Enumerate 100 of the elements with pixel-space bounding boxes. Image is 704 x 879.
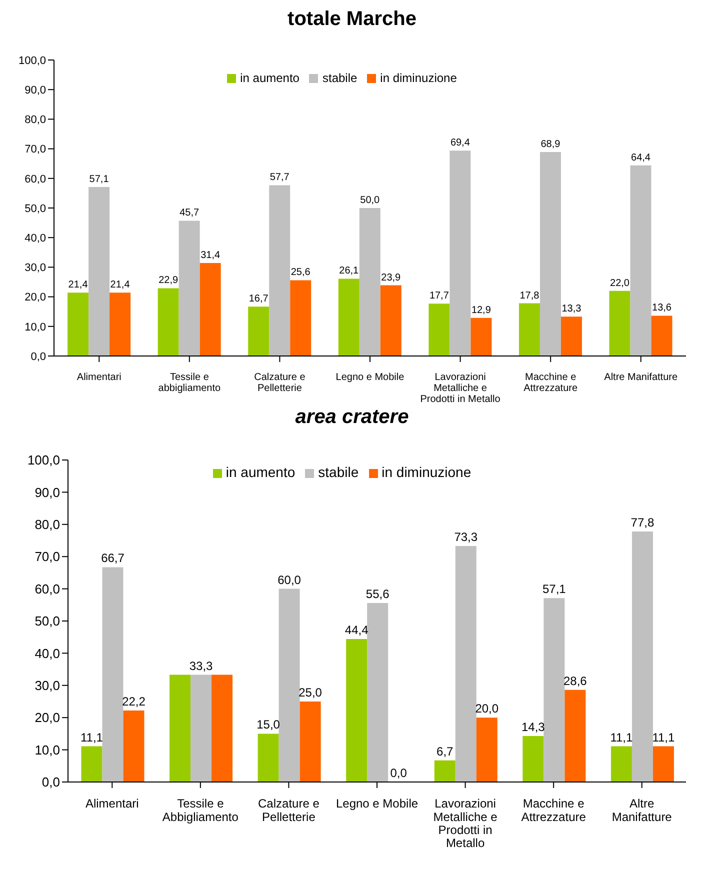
bar	[564, 690, 586, 782]
bar	[212, 674, 233, 782]
data-label: 25,0	[298, 686, 322, 700]
x-tick-label: Legno e Mobile	[336, 796, 418, 811]
x-tick-label: Legno e Mobile	[336, 372, 405, 383]
y-tick-label: 30,0	[24, 262, 46, 274]
data-label: 77,8	[630, 515, 654, 530]
bar	[278, 588, 300, 782]
bar	[170, 674, 191, 782]
x-tick-label: Calzature e Pelletterie	[254, 372, 306, 394]
data-label: 12,9	[471, 304, 492, 316]
bar	[190, 674, 212, 782]
data-label: 28,6	[563, 674, 588, 688]
chart-title: area cratere	[294, 406, 410, 430]
data-label: 64,4	[631, 152, 651, 164]
data-label: 14,3	[521, 720, 546, 734]
legend-label: in aumento	[240, 71, 300, 85]
data-label: 25,6	[290, 267, 311, 278]
data-label: 21,4	[68, 280, 88, 291]
bar	[158, 288, 179, 356]
data-label: 55,6	[366, 586, 390, 601]
bar	[428, 304, 450, 356]
bar	[102, 567, 124, 782]
bar	[359, 208, 380, 356]
bar	[450, 150, 471, 356]
data-label: 57,7	[270, 172, 290, 184]
data-label: 15,0	[256, 718, 280, 732]
data-label: 26,1	[339, 266, 360, 277]
data-label: 57,1	[542, 582, 566, 596]
bar	[81, 746, 102, 782]
x-tick-label: Lavorazioni Metalliche e Prodotti in Metallo	[420, 372, 501, 405]
x-tick-label: Macchine e Attrezzature	[524, 372, 578, 394]
y-tick-label: 70,0	[34, 549, 60, 564]
x-tick-label: Calzature e Pelletterie	[258, 796, 320, 824]
bar	[346, 639, 368, 782]
bar	[123, 710, 144, 782]
y-tick-label: 10,0	[34, 742, 60, 758]
data-label: 31,4	[200, 250, 220, 262]
bar	[110, 292, 131, 356]
bar	[258, 734, 279, 782]
bar	[434, 760, 456, 782]
x-tick-label: Altre Manifatture	[612, 796, 672, 824]
data-label: 68,9	[540, 139, 561, 150]
x-tick-label: Macchine e Attrezzature	[521, 796, 586, 824]
y-tick-label: 60,0	[24, 173, 46, 186]
x-tick-label: Alimentari	[76, 372, 122, 383]
legend-label: in aumento	[226, 464, 296, 480]
bar	[380, 285, 402, 356]
bar	[610, 746, 632, 782]
data-label: 17,8	[520, 290, 540, 302]
bar	[632, 531, 653, 782]
data-label: 16,7	[248, 294, 269, 305]
chart-title: totale Marche	[286, 8, 418, 32]
y-tick-label: 10,0	[24, 321, 46, 334]
bar	[455, 546, 476, 782]
data-label: 11,1	[610, 730, 634, 744]
data-label: 11,1	[80, 730, 104, 744]
y-tick-label: 90,0	[24, 84, 46, 97]
y-tick-label: 30,0	[34, 678, 60, 694]
data-label: 20,0	[475, 702, 499, 716]
y-tick-label: 90,0	[34, 484, 60, 500]
y-tick-label: 20,0	[34, 710, 60, 726]
y-tick-label: 60,0	[34, 581, 60, 596]
y-tick-label: 0,0	[42, 774, 60, 790]
legend-label: in diminuzione	[382, 464, 472, 480]
bar	[476, 718, 498, 782]
y-tick-label: 20,0	[24, 292, 46, 304]
x-tick-label: Tessile e abbigliamento	[158, 372, 221, 394]
y-tick-label: 50,0	[34, 614, 60, 629]
y-tick-label: 70,0	[24, 144, 46, 156]
data-label: 22,9	[158, 275, 178, 286]
bar	[248, 306, 270, 356]
bar	[470, 318, 492, 356]
bar	[609, 290, 630, 356]
x-tick-label: Altre Manifatture	[604, 372, 678, 383]
y-tick-label: 100,0	[18, 54, 46, 67]
y-tick-label: 80,0	[34, 517, 60, 532]
bar	[651, 316, 672, 356]
data-label: 13,3	[562, 304, 582, 315]
x-tick-label: Alimentari	[85, 796, 139, 811]
bar	[200, 263, 221, 356]
data-label: 73,3	[454, 530, 478, 544]
y-tick-label: 100,0	[27, 452, 60, 468]
y-tick-label: 40,0	[24, 232, 46, 245]
x-tick-label: Lavorazioni Metalliche e Prodotti in Metallo	[433, 796, 498, 850]
bar	[560, 316, 582, 356]
data-label: 17,7	[429, 290, 450, 302]
data-label: 22,0	[610, 278, 630, 289]
bar	[367, 602, 388, 782]
legend-label: stabile	[322, 71, 358, 85]
legend-label: in diminuzione	[380, 71, 457, 85]
bar	[88, 186, 110, 356]
data-label: 33,3	[189, 658, 214, 673]
data-label: 6,7	[436, 744, 454, 758]
data-label: 66,7	[101, 551, 125, 566]
y-tick-label: 0,0	[30, 350, 46, 363]
data-label: 22,2	[122, 694, 146, 709]
data-label: 0,0	[390, 766, 408, 780]
data-label: 50,0	[360, 195, 380, 206]
data-label: 60,0	[278, 572, 302, 587]
